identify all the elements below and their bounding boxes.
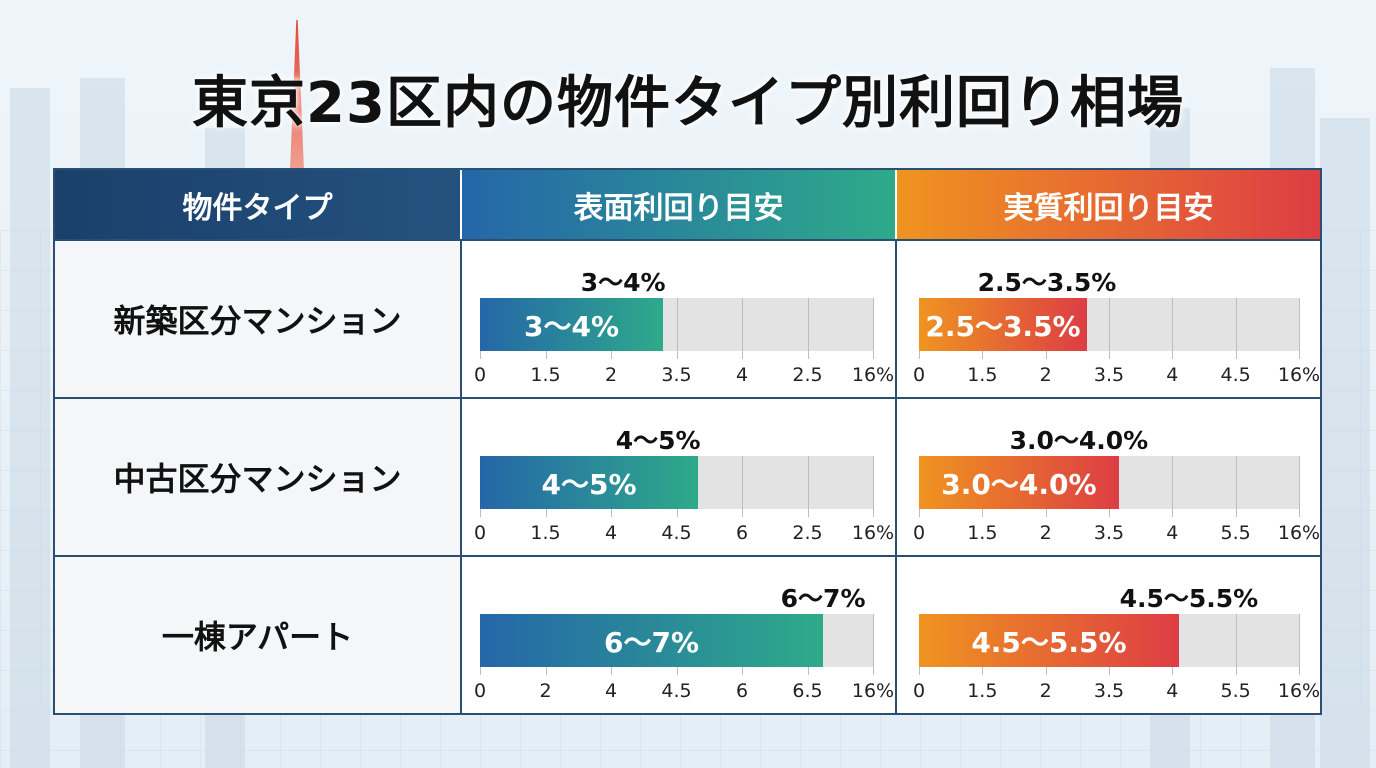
surface-yield-cell: 0 1.5 2 3.5 4 2.5 16% 3〜4% 3〜4%: [460, 239, 895, 397]
tick-label: 5.5: [1220, 680, 1251, 702]
tick-label: 2: [539, 680, 552, 702]
tick-mark: [1235, 456, 1237, 517]
surface-yield-cell: 0 2 4 4.5 6 6.5 16% 6〜7% 6〜7%: [460, 555, 895, 713]
tick-label: 0: [473, 680, 487, 702]
tick-label: 16%: [851, 522, 895, 544]
tick-label: 4: [735, 364, 749, 386]
bar-fill: 3〜4%: [480, 298, 664, 351]
bar-track: 4〜5%: [480, 456, 874, 517]
row-label: 一棟アパート: [55, 555, 460, 713]
tick-label: 0: [912, 680, 926, 702]
tick-label: 6: [735, 522, 749, 544]
real-yield-cell: 0 1.5 2 3.5 4 5.5 16% 4.5〜5.5% 4.5〜5.5%: [895, 555, 1320, 713]
tick-label: 4: [604, 680, 618, 702]
tick-label: 6.5: [792, 680, 823, 702]
tick-label: 2: [1039, 522, 1052, 544]
tick-label: 1.5: [967, 522, 998, 544]
tick-label: 4: [604, 522, 618, 544]
tick-label: 3.5: [1093, 522, 1125, 544]
bar-value-label: 6〜7%: [780, 584, 866, 613]
bar-value-label: 4.5〜5.5%: [1119, 584, 1259, 613]
header-real-yield: 実質利回り目安: [895, 170, 1320, 239]
tick-mark: [742, 456, 743, 517]
tick-label: 0: [473, 364, 487, 386]
tick-mark: [1235, 298, 1237, 359]
tick-label: 16%: [851, 680, 895, 702]
row-label: 新築区分マンション: [55, 239, 460, 397]
bar-track: 6〜7%: [480, 614, 874, 675]
bar-fill: 6〜7%: [480, 614, 824, 667]
tick-label: 4: [1166, 680, 1179, 702]
bar-value-label: 3.0〜4.0%: [1009, 426, 1149, 455]
tick-label: 3.5: [661, 364, 692, 386]
real-yield-cell: 0 1.5 2 3.5 4 5.5 16% 3.0〜4.0% 3.0〜4.0%: [895, 397, 1320, 555]
tick-label: 1.5: [967, 364, 998, 386]
tick-label: 2.5: [792, 522, 823, 544]
bar-value-label: 2.5〜3.5%: [977, 268, 1117, 297]
header-surface-yield: 表面利回り目安: [460, 170, 895, 239]
tick-mark: [873, 298, 874, 359]
bar-fill: 3.0〜4.0%: [919, 456, 1119, 509]
bar-fill: 2.5〜3.5%: [919, 298, 1087, 351]
tick-label: 4.5: [661, 680, 692, 702]
tick-label: 2: [1039, 680, 1052, 702]
tick-label: 1.5: [530, 364, 561, 386]
tick-label: 16%: [1277, 364, 1321, 386]
row-label: 中古区分マンション: [55, 397, 460, 555]
bar-track: 3〜4%: [480, 298, 874, 359]
tick-mark: [1299, 614, 1300, 675]
tick-label: 0: [473, 522, 487, 544]
tick-label: 16%: [1277, 680, 1321, 702]
tick-mark: [1299, 456, 1300, 517]
bar-track: 3.0〜4.0%: [919, 456, 1300, 517]
tick-mark: [676, 298, 678, 359]
tick-mark: [807, 456, 809, 517]
tick-mark: [1235, 614, 1237, 675]
tick-mark: [742, 298, 743, 359]
tick-label: 1.5: [530, 522, 561, 544]
tick-label: 4: [1166, 364, 1179, 386]
tick-label: 16%: [851, 364, 895, 386]
tick-label: 0: [912, 364, 926, 386]
real-yield-cell: 0 1.5 2 3.5 4 4.5 16% 2.5〜3.5% 2.5〜3.5%: [895, 239, 1320, 397]
tick-mark: [1109, 298, 1110, 359]
tick-label: 2: [1039, 364, 1052, 386]
bar-fill: 4.5〜5.5%: [919, 614, 1179, 667]
tick-mark: [807, 298, 809, 359]
bar-fill: 4〜5%: [480, 456, 699, 509]
tick-label: 4.5: [661, 522, 692, 544]
header-property-type: 物件タイプ: [55, 170, 460, 239]
tick-label: 5.5: [1220, 522, 1251, 544]
tick-mark: [1172, 456, 1174, 517]
tick-mark: [1172, 298, 1174, 359]
yield-table: 物件タイプ 表面利回り目安 実質利回り目安 新築区分マンション 0 1.5 2 3.5 4…: [53, 168, 1322, 715]
tick-label: 16%: [1277, 522, 1321, 544]
bar-value-label: 4〜5%: [615, 426, 701, 455]
tick-mark: [873, 456, 874, 517]
tick-label: 0: [912, 522, 926, 544]
tick-label: 2.5: [792, 364, 823, 386]
tick-label: 3.5: [1093, 364, 1125, 386]
bar-value-label: 3〜4%: [580, 268, 666, 297]
tick-label: 1.5: [967, 680, 998, 702]
tick-label: 6: [735, 680, 749, 702]
tick-label: 3.5: [1093, 680, 1125, 702]
page-title: 東京23区内の物件タイプ別利回り相場: [192, 71, 1184, 136]
tick-mark: [873, 614, 874, 675]
bar-track: 2.5〜3.5%: [919, 298, 1300, 359]
tick-label: 4: [1166, 522, 1179, 544]
tick-mark: [1299, 298, 1300, 359]
surface-yield-cell: 0 1.5 4 4.5 6 2.5 16% 4〜5% 4〜5%: [460, 397, 895, 555]
tick-label: 4.5: [1220, 364, 1251, 386]
tick-label: 2: [604, 364, 618, 386]
bar-track: 4.5〜5.5%: [919, 614, 1300, 675]
